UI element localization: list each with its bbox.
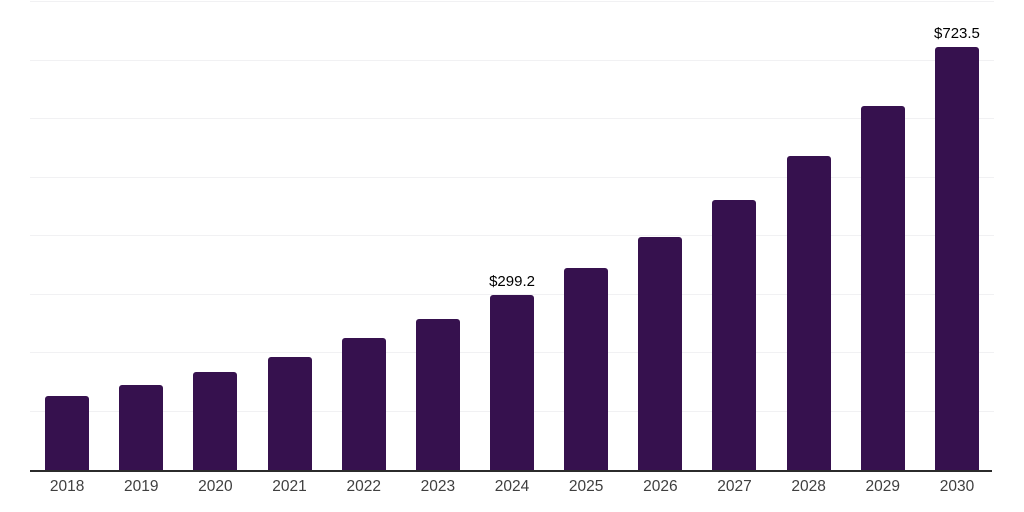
x-tick-label-2024: 2024 <box>494 478 530 495</box>
x-axis-line <box>30 470 992 472</box>
x-tick-label-2019: 2019 <box>123 478 159 495</box>
bar-2027 <box>712 199 757 470</box>
x-tick-label-2018: 2018 <box>49 478 85 495</box>
gridline-800 <box>30 1 994 2</box>
x-tick-label-2029: 2029 <box>865 478 901 495</box>
x-tick-label-2020: 2020 <box>198 478 233 495</box>
bar-2029 <box>860 106 905 470</box>
bar-2030 <box>934 46 979 470</box>
bar-2022 <box>341 338 386 470</box>
gridline-600 <box>30 118 994 119</box>
bar-slot-2018 <box>30 2 104 470</box>
x-tick-label-2025: 2025 <box>568 478 604 495</box>
gridline-300 <box>30 293 994 295</box>
bar-slot-2027 <box>697 2 771 470</box>
gridline-500 <box>30 176 994 178</box>
bar-slot-2026 <box>623 2 697 470</box>
x-tick-label-2028: 2028 <box>791 478 826 495</box>
bar-2023 <box>415 319 460 470</box>
x-tick-label-2023: 2023 <box>420 478 456 495</box>
x-tick-label-2022: 2022 <box>346 478 381 495</box>
bar-slot-2022 <box>327 2 401 470</box>
bar-slot-2023 <box>401 2 475 470</box>
x-tick-label-2026: 2026 <box>643 478 678 495</box>
bar-2019 <box>119 384 164 470</box>
bar-2020 <box>193 371 238 470</box>
bar-slot-2028 <box>772 2 846 470</box>
bar-slot-2024: $299.2 <box>475 2 549 470</box>
bar-slot-2020 <box>178 2 252 470</box>
x-tick-label-2030: 2030 <box>939 478 975 495</box>
gridline-700 <box>30 59 994 61</box>
bar-2018 <box>45 395 90 470</box>
bar-slot-2029 <box>846 2 920 470</box>
bar-2024 <box>490 295 535 470</box>
bar-slot-2025 <box>549 2 623 470</box>
x-axis-labels: 2018 2019 2020 2021 2022 2023 2024 2025 2026 2027… <box>30 478 994 496</box>
bar-2025 <box>564 268 609 470</box>
bar-slot-2019 <box>104 2 178 470</box>
bar-slot-2030: $723.5 <box>920 2 994 470</box>
bars-row: $299.2 $723.5 <box>30 2 994 470</box>
data-label-2024: $299.2 <box>489 272 535 290</box>
data-label-2030: $723.5 <box>934 24 980 42</box>
gridline-400 <box>30 235 994 236</box>
plot-area: $299.2 $723.5 <box>30 1 994 472</box>
bar-2028 <box>786 155 831 470</box>
bar-2021 <box>267 356 312 470</box>
x-tick-label-2021: 2021 <box>272 478 307 495</box>
x-tick-label-2027: 2027 <box>717 478 752 495</box>
bar-2026 <box>638 237 683 470</box>
bar-slot-2021 <box>252 2 326 470</box>
